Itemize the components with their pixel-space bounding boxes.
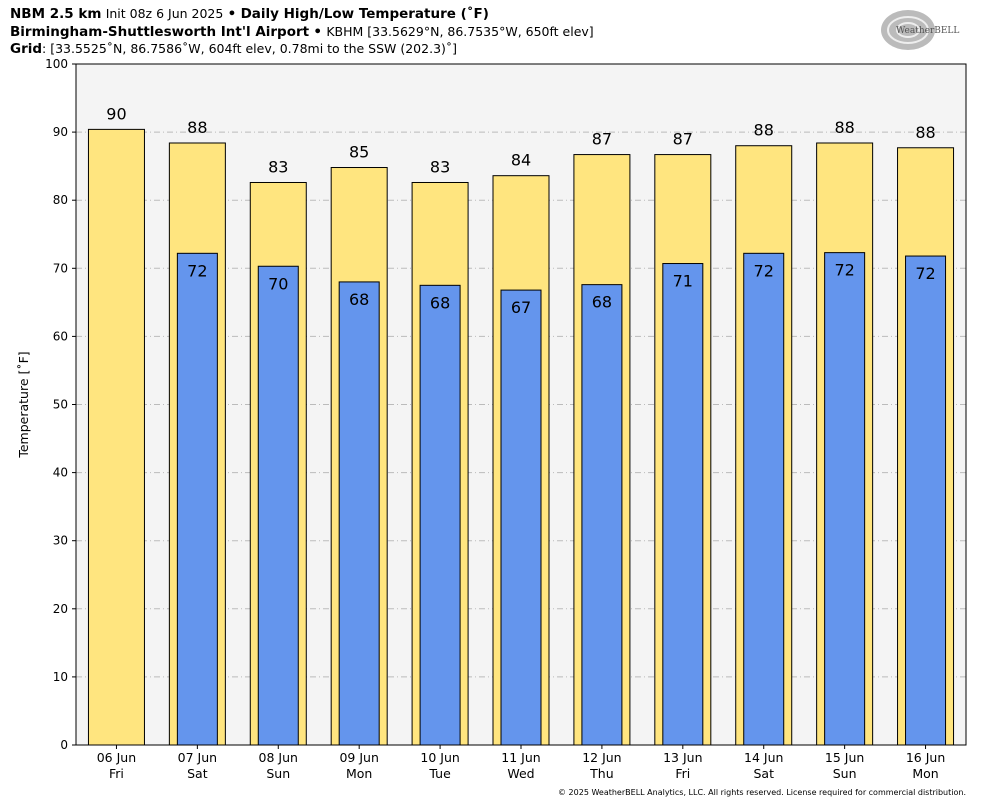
low-label: 71 xyxy=(673,272,693,291)
high-label: 87 xyxy=(673,130,693,149)
y-tick-label: 90 xyxy=(53,125,68,139)
weatherbell-logo: WeatherBELL xyxy=(881,10,959,50)
low-label: 72 xyxy=(915,264,935,283)
high-label: 88 xyxy=(915,123,935,142)
x-tick-label-date: 11 Jun xyxy=(501,750,540,765)
high-label: 85 xyxy=(349,143,369,162)
station-info: KBHM [33.5629°N, 86.7535°W, 650ft elev] xyxy=(326,24,594,39)
high-label: 88 xyxy=(754,121,774,140)
model-name: NBM 2.5 km xyxy=(10,6,102,22)
grid-label: Grid xyxy=(10,41,43,57)
low-label: 67 xyxy=(511,298,531,317)
x-tick-label-date: 13 Jun xyxy=(663,750,702,765)
x-tick-label-date: 06 Jun xyxy=(97,750,136,765)
x-tick-label-date: 16 Jun xyxy=(906,750,945,765)
x-tick-label-day: Wed xyxy=(507,766,534,781)
station-name: Birmingham-Shuttlesworth Int'l Airport xyxy=(10,24,310,40)
high-label: 84 xyxy=(511,151,531,170)
init-time: Init 08z 6 Jun 2025 xyxy=(105,6,224,21)
title-line-1: NBM 2.5 km Init 08z 6 Jun 2025 • Daily H… xyxy=(10,6,489,22)
low-bar xyxy=(257,265,299,746)
y-tick-label: 100 xyxy=(45,57,68,71)
x-tick-label-day: Fri xyxy=(675,766,690,781)
high-label: 87 xyxy=(592,130,612,149)
y-axis-label: Temperature [˚F] xyxy=(16,351,31,458)
grid-info: : [33.5525˚N, 86.7586˚W, 604ft elev, 0.7… xyxy=(42,41,458,56)
x-tick-label-day: Sat xyxy=(753,766,774,781)
low-label: 72 xyxy=(187,261,207,280)
title-line-3: Grid: [33.5525˚N, 86.7586˚W, 604ft elev,… xyxy=(10,41,457,57)
low-label: 72 xyxy=(834,261,854,280)
x-tick-label-day: Sat xyxy=(187,766,208,781)
low-bar xyxy=(662,263,704,746)
low-label: 68 xyxy=(430,293,450,312)
high-bar xyxy=(87,128,145,746)
y-tick-label: 50 xyxy=(53,398,68,412)
x-tick-label-date: 14 Jun xyxy=(744,750,783,765)
high-label: 90 xyxy=(106,104,126,123)
x-tick-label-date: 10 Jun xyxy=(420,750,459,765)
product-title: Daily High/Low Temperature (˚F) xyxy=(240,6,489,22)
high-label: 83 xyxy=(268,157,288,176)
svg-text:WeatherBELL: WeatherBELL xyxy=(896,26,959,36)
low-label: 68 xyxy=(592,293,612,312)
x-tick-label-date: 08 Jun xyxy=(259,750,298,765)
x-tick-label-date: 07 Jun xyxy=(178,750,217,765)
x-tick-label-date: 15 Jun xyxy=(825,750,864,765)
x-tick-label-date: 09 Jun xyxy=(339,750,378,765)
plot-frame xyxy=(75,63,967,746)
y-tick-label: 80 xyxy=(53,193,68,207)
low-bar xyxy=(338,281,380,746)
y-tick-label: 40 xyxy=(53,466,68,480)
low-bar xyxy=(581,284,623,746)
high-label: 83 xyxy=(430,157,450,176)
low-label: 70 xyxy=(268,274,288,293)
low-label: 68 xyxy=(349,290,369,309)
x-tick-label-day: Thu xyxy=(589,766,613,781)
x-tick-label-day: Sun xyxy=(266,766,290,781)
y-tick-label: 20 xyxy=(53,602,68,616)
low-bar xyxy=(419,284,461,746)
y-tick-label: 10 xyxy=(53,670,68,684)
y-tick-label: 30 xyxy=(53,534,68,548)
low-label: 72 xyxy=(754,261,774,280)
low-bar xyxy=(500,289,542,746)
low-bar xyxy=(743,252,785,746)
low-bar xyxy=(824,252,866,746)
copyright-footer: © 2025 WeatherBELL Analytics, LLC. All r… xyxy=(558,788,966,797)
x-tick-label-day: Tue xyxy=(428,766,451,781)
title-line-2: Birmingham-Shuttlesworth Int'l Airport •… xyxy=(10,24,594,40)
separator: • xyxy=(313,24,323,40)
high-label: 88 xyxy=(187,118,207,137)
x-tick-label-day: Fri xyxy=(109,766,124,781)
high-label: 88 xyxy=(834,118,854,137)
low-bar xyxy=(905,255,947,746)
low-bar xyxy=(176,252,218,746)
separator: • xyxy=(227,6,237,22)
x-tick-label-day: Mon xyxy=(346,766,372,781)
x-tick-label-day: Sun xyxy=(833,766,857,781)
x-tick-label-day: Mon xyxy=(912,766,938,781)
y-tick-label: 0 xyxy=(60,738,68,752)
y-tick-label: 60 xyxy=(53,329,68,343)
y-tick-label: 70 xyxy=(53,261,68,275)
x-tick-label-date: 12 Jun xyxy=(582,750,621,765)
